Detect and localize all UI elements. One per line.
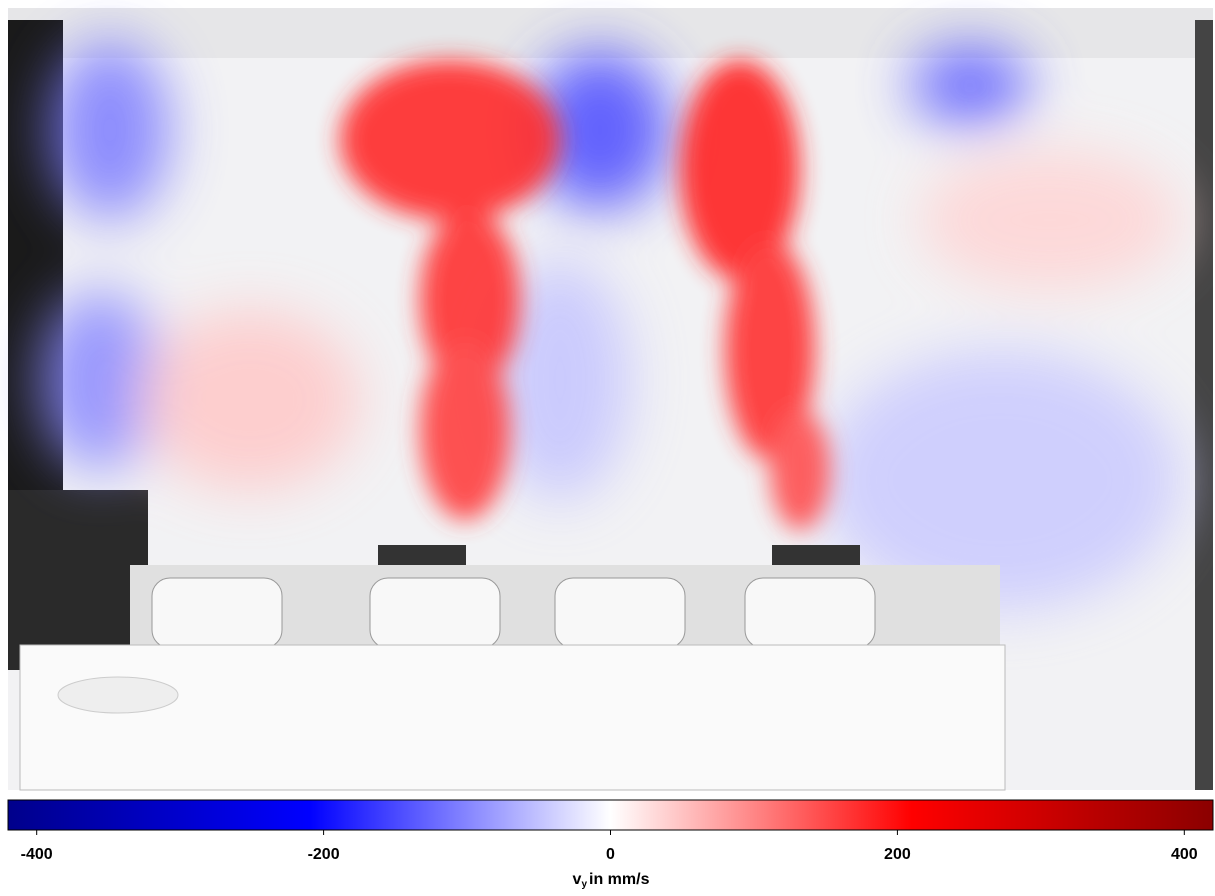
tick-label: 0 — [606, 846, 615, 863]
tick-label: -200 — [308, 846, 340, 863]
tick-label: -400 — [21, 846, 53, 863]
tick-label: 400 — [1171, 846, 1198, 863]
colorbar-label: vy in mm/s — [573, 871, 650, 889]
label-unit: in mm/s — [589, 871, 650, 888]
flow-photo — [8, 8, 1213, 791]
tick-label: 200 — [884, 846, 911, 863]
label-subscript: y — [581, 879, 587, 890]
colorbar — [7, 799, 1214, 831]
label-symbol: v — [573, 871, 582, 888]
